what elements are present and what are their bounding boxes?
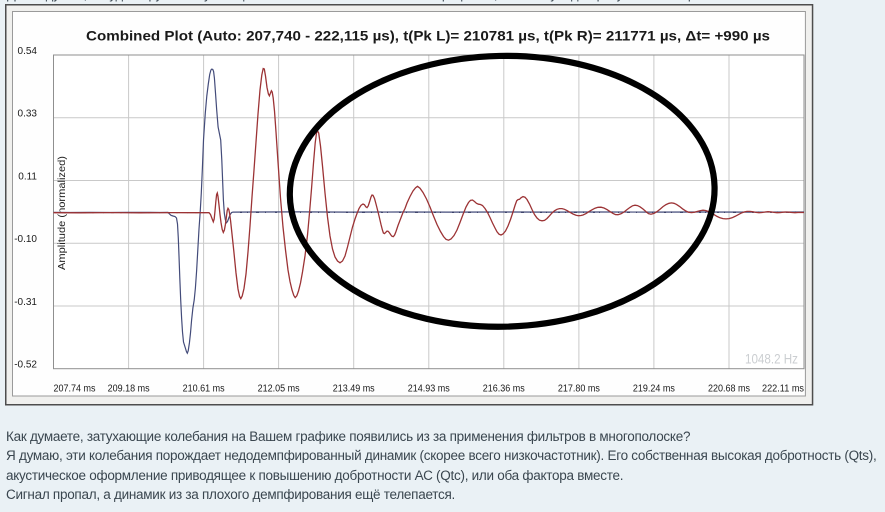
svg-text:222.11 ms: 222.11 ms [762, 383, 804, 394]
svg-text:209.18 ms: 209.18 ms [108, 383, 150, 394]
svg-text:216.36 ms: 216.36 ms [483, 383, 525, 394]
svg-text:-0.10: -0.10 [14, 234, 37, 245]
svg-text:219.24 ms: 219.24 ms [633, 383, 675, 394]
svg-text:220.68 ms: 220.68 ms [708, 383, 750, 394]
svg-text:214.93 ms: 214.93 ms [408, 383, 450, 394]
svg-text:Combined Plot (Auto: 207,740 -: Combined Plot (Auto: 207,740 - 222,115 µ… [86, 28, 770, 44]
svg-text:0.11: 0.11 [18, 172, 37, 183]
svg-text:210.61 ms: 210.61 ms [183, 383, 225, 394]
svg-text:0.33: 0.33 [18, 109, 38, 120]
svg-text:0.54: 0.54 [18, 46, 38, 57]
svg-text:217.80 ms: 217.80 ms [558, 383, 600, 394]
svg-text:213.49 ms: 213.49 ms [333, 383, 375, 394]
svg-text:1048.2 Hz: 1048.2 Hz [745, 351, 798, 366]
svg-text:-0.52: -0.52 [14, 360, 37, 371]
svg-text:-0.31: -0.31 [14, 297, 37, 308]
svg-text:212.05 ms: 212.05 ms [258, 383, 300, 394]
svg-text:207.74 ms: 207.74 ms [54, 383, 96, 394]
